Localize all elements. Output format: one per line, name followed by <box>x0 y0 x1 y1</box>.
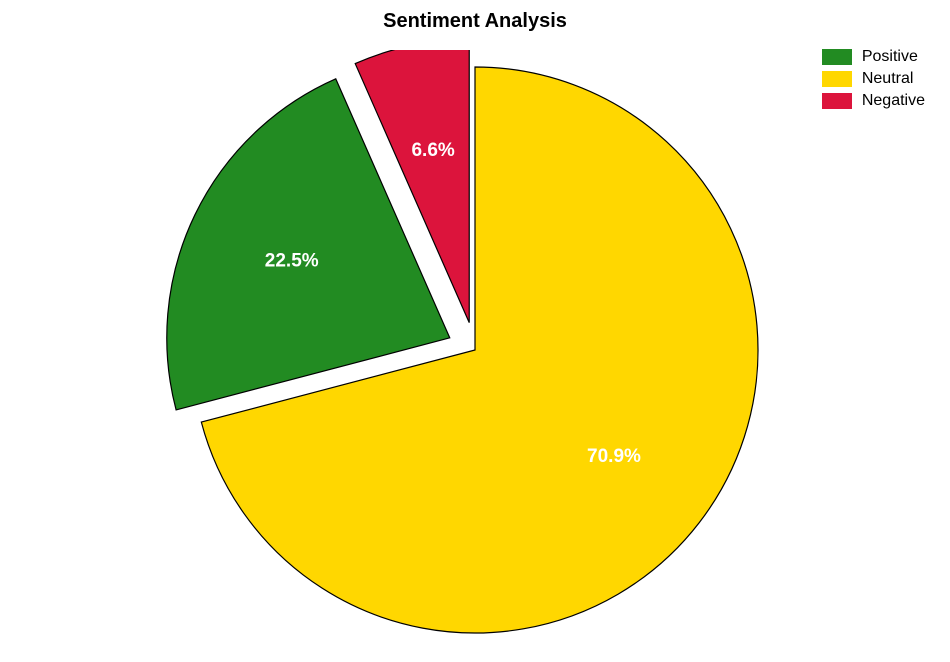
sentiment-pie-chart: Sentiment Analysis 70.9% 22.5% 6.6% Positi… <box>0 0 950 662</box>
legend-label-neutral: Neutral <box>862 70 914 88</box>
legend-label-positive: Positive <box>862 48 918 66</box>
pie-svg: 70.9% 22.5% 6.6% <box>165 50 785 650</box>
pie-label-negative: 6.6% <box>411 140 454 161</box>
legend-swatch-neutral <box>822 71 852 87</box>
legend: Positive Neutral Negative <box>822 48 925 114</box>
chart-title: Sentiment Analysis <box>383 10 567 33</box>
pie-label-positive: 22.5% <box>265 251 319 272</box>
legend-item-negative: Negative <box>822 92 925 110</box>
pie-label-neutral: 70.9% <box>587 446 641 467</box>
legend-item-positive: Positive <box>822 48 925 66</box>
legend-label-negative: Negative <box>862 92 925 110</box>
legend-item-neutral: Neutral <box>822 70 925 88</box>
legend-swatch-positive <box>822 49 852 65</box>
legend-swatch-negative <box>822 93 852 109</box>
